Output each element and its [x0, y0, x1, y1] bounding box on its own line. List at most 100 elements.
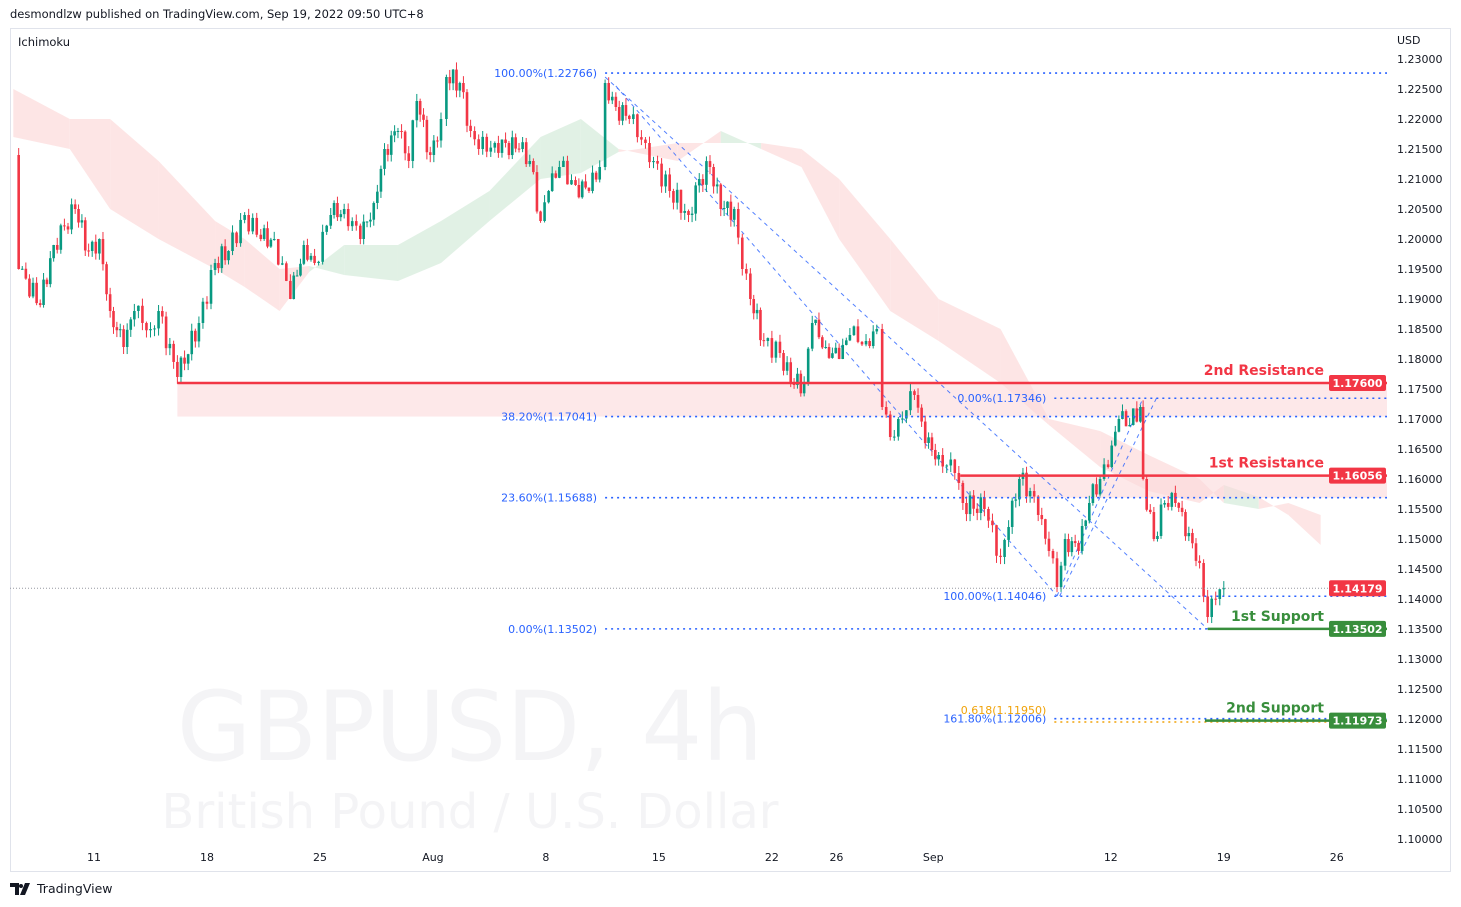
x-axis-tick: Aug [422, 851, 443, 864]
candle-body [1198, 560, 1201, 563]
candle-body [999, 555, 1002, 557]
candle-body [213, 263, 217, 270]
candle-body [762, 340, 766, 342]
candle-body [628, 115, 631, 119]
candle-body [299, 263, 302, 276]
candle-body [1028, 491, 1032, 497]
candle-body [289, 280, 292, 299]
candle-body [285, 263, 288, 281]
candle-body [439, 119, 443, 141]
candle-body [227, 251, 230, 261]
candle-body [122, 329, 125, 347]
y-axis-tick: 1.18500 [1397, 323, 1443, 336]
resistance-name-label: 2nd Resistance [1204, 363, 1324, 379]
candle-body [752, 299, 756, 314]
candle-body [105, 264, 108, 295]
candle-body [172, 343, 175, 362]
candle-body [814, 319, 817, 323]
fib-level-label: 161.80%(1.12006) [943, 713, 1046, 726]
candle-body [1070, 541, 1074, 553]
chart-pane[interactable] [10, 28, 1451, 872]
fib-level-label: 100.00%(1.22766) [494, 67, 597, 80]
candle-body [1177, 503, 1181, 508]
candle-body [701, 179, 705, 185]
candle-body [90, 241, 94, 251]
candle-body [712, 167, 715, 187]
trend-line [604, 76, 1208, 630]
candle-body [1077, 543, 1080, 551]
candle-body [636, 114, 639, 138]
candle-body [1010, 500, 1014, 527]
candle-body [1128, 425, 1131, 427]
ichimoku-cloud-segment [344, 245, 398, 281]
ichimoku-cloud-segment [13, 89, 70, 149]
candle-body [1156, 535, 1159, 539]
candle-body [1073, 541, 1077, 544]
y-axis-tick: 1.21000 [1397, 173, 1443, 186]
candle-body [55, 245, 59, 250]
candle-body [183, 357, 186, 364]
candle-body [755, 309, 759, 314]
candle-body [524, 142, 528, 165]
candle-body [550, 173, 554, 191]
candle-body [1110, 445, 1114, 467]
candle-body [87, 250, 90, 252]
y-axis-tick: 1.19000 [1397, 293, 1443, 306]
ichimoku-cloud-segment [1258, 497, 1289, 515]
candle-body [705, 161, 708, 185]
candle-body [1007, 527, 1010, 540]
candle-body [598, 167, 602, 180]
ichimoku-cloud-segment [801, 149, 840, 239]
candle-body [389, 135, 393, 155]
candle-body [901, 418, 904, 420]
y-axis-tick: 1.17000 [1397, 413, 1443, 426]
resistance-zone [960, 475, 1387, 498]
candle-body [63, 225, 66, 227]
y-axis-tick: 1.16000 [1397, 473, 1443, 486]
candle-body [354, 221, 358, 226]
candle-body [1036, 496, 1040, 515]
candle-body [1067, 539, 1070, 553]
candle-body [831, 353, 834, 358]
candle-body [532, 161, 535, 173]
candle-body [194, 330, 197, 342]
candle-body [1063, 539, 1067, 566]
candle-body [462, 83, 465, 93]
candle-body [321, 231, 324, 262]
candle-body [535, 172, 539, 212]
candle-body [736, 209, 740, 238]
x-axis-tick: 15 [652, 851, 666, 864]
candle-body [507, 143, 511, 156]
candle-body [517, 148, 521, 150]
candle-body [1018, 479, 1021, 500]
candle-body [660, 163, 663, 187]
candle-body [1145, 479, 1148, 510]
fib-level-label: 0.618(1.11950) [961, 704, 1047, 717]
candle-body [991, 520, 994, 526]
candle-body [806, 348, 810, 383]
x-axis-tick: 22 [765, 851, 779, 864]
candle-body [223, 246, 227, 261]
candle-body [24, 268, 28, 279]
candle-body [562, 160, 565, 167]
candle-body [98, 239, 101, 254]
candle-body [197, 323, 201, 342]
candle-body [933, 449, 937, 460]
candle-body [796, 373, 799, 386]
candle-body [749, 273, 752, 299]
y-axis-tick: 1.14500 [1397, 563, 1443, 576]
candle-body [455, 69, 458, 91]
candle-body [810, 323, 814, 349]
candle-body [1055, 558, 1059, 587]
ichimoku-cloud-segment [489, 137, 541, 221]
candle-body [418, 101, 422, 115]
candle-body [1170, 492, 1174, 507]
candle-body [269, 239, 273, 247]
candle-body [266, 228, 269, 247]
indicator-label[interactable]: Ichimoku [18, 35, 71, 49]
candle-body [1098, 479, 1102, 495]
candle-body [383, 149, 386, 169]
candle-body [909, 391, 912, 411]
footer-brand[interactable]: TradingView [10, 881, 113, 896]
